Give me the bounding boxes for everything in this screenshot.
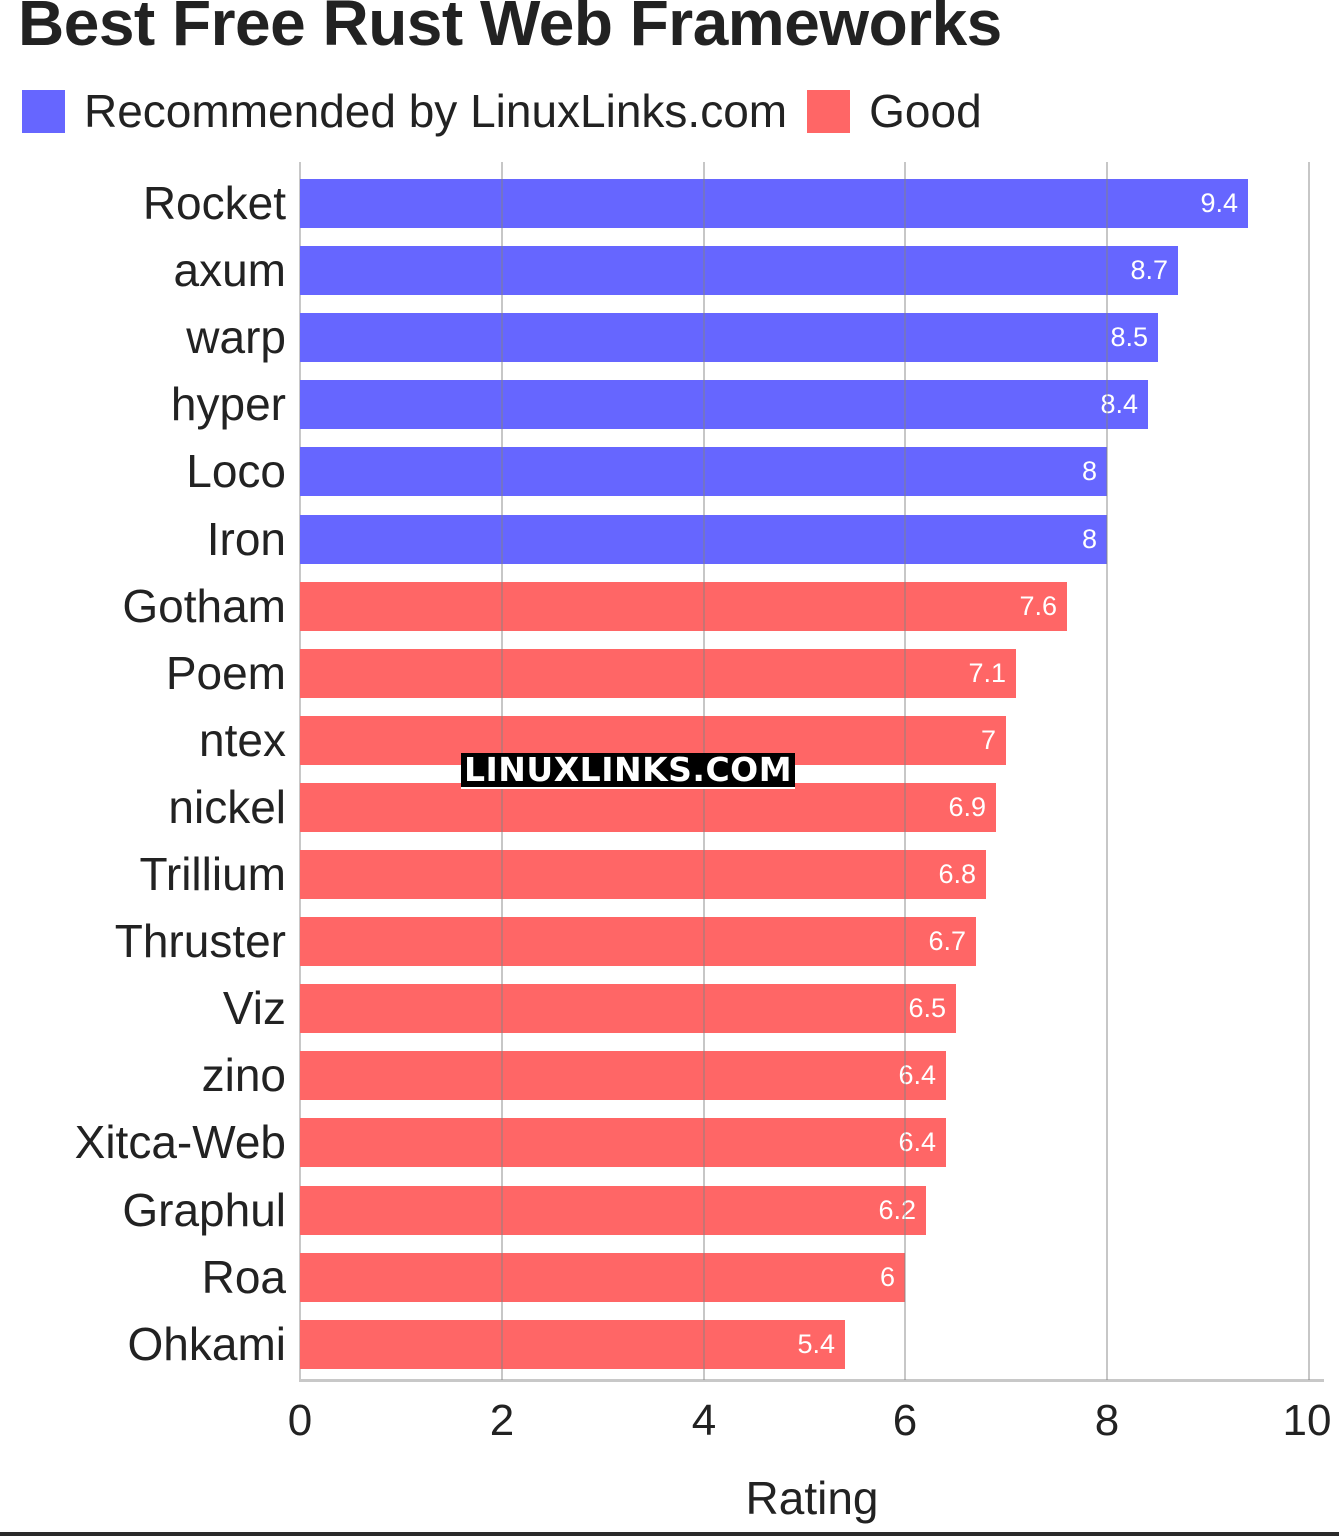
- bar: 6.4: [300, 1118, 946, 1167]
- x-tick-label: 6: [892, 1396, 918, 1445]
- gridline: [1106, 162, 1108, 1380]
- bar: 8.4: [300, 380, 1148, 429]
- category-label: Trillium: [139, 848, 287, 900]
- bar-value-label: 7.6: [1019, 591, 1057, 621]
- bar-value-label: 7: [980, 725, 996, 755]
- category-label: hyper: [170, 378, 286, 430]
- x-tick-label: 4: [691, 1396, 717, 1445]
- gridline: [1308, 162, 1310, 1380]
- legend-label-good: Good: [869, 85, 982, 137]
- category-label: Viz: [222, 982, 286, 1034]
- x-tick-label: 0: [287, 1396, 313, 1445]
- bar: 8.5: [300, 313, 1158, 362]
- bar-value-label: 8.7: [1130, 255, 1168, 285]
- y-axis-line: [299, 162, 301, 1382]
- category-label: Loco: [186, 445, 286, 497]
- category-label: Thruster: [114, 915, 286, 967]
- bottom-border: [0, 1532, 1339, 1536]
- bar: 6.8: [300, 850, 986, 899]
- bar: 6: [300, 1253, 905, 1302]
- bar: 8.7: [300, 246, 1178, 295]
- bar-value-label: 9.4: [1200, 188, 1238, 218]
- category-label: Graphul: [122, 1184, 286, 1236]
- bar-value-label: 8.5: [1110, 322, 1148, 352]
- bar: 5.4: [300, 1320, 845, 1369]
- bar-value-label: 7.1: [968, 658, 1006, 688]
- category-label: axum: [173, 244, 286, 296]
- category-label: Ohkami: [127, 1318, 286, 1370]
- bar-value-label: 6.4: [898, 1060, 936, 1090]
- legend-swatch-recommended: [22, 89, 65, 133]
- bar: 6.2: [300, 1186, 926, 1235]
- x-tick-label: 10: [1282, 1396, 1332, 1445]
- chart-title: Best Free Rust Web Frameworks: [18, 0, 1002, 59]
- bar: 8: [300, 447, 1107, 496]
- legend-item-good: Good: [807, 84, 982, 138]
- bar-value-label: 8.4: [1100, 389, 1138, 419]
- category-label: nickel: [168, 781, 286, 833]
- legend-label-recommended: Recommended by LinuxLinks.com: [84, 85, 788, 137]
- bar-value-label: 6.9: [948, 792, 986, 822]
- legend-item-recommended: Recommended by LinuxLinks.com: [22, 84, 787, 138]
- x-tick-label: 2: [489, 1396, 515, 1445]
- category-label: Iron: [206, 513, 286, 565]
- bar-value-label: 8: [1081, 524, 1097, 554]
- category-label: zino: [201, 1049, 286, 1101]
- bar: 6.7: [300, 917, 976, 966]
- bar: 7.6: [300, 582, 1067, 631]
- gridline: [904, 162, 906, 1380]
- bar: 9.4: [300, 179, 1248, 228]
- bar-value-label: 6.8: [938, 859, 976, 889]
- bar-value-label: 8: [1081, 456, 1097, 486]
- bar-value-label: 6: [879, 1262, 895, 1292]
- category-label: Rocket: [142, 177, 286, 229]
- x-axis-label: Rating: [745, 1472, 879, 1524]
- bar: 6.5: [300, 984, 956, 1033]
- x-tick-label: 8: [1094, 1396, 1120, 1445]
- category-label: Gotham: [122, 580, 286, 632]
- category-label: warp: [186, 311, 286, 363]
- bar: 8: [300, 515, 1107, 564]
- bar: 7.1: [300, 649, 1016, 698]
- x-axis-line: [299, 1379, 1324, 1382]
- bar-value-label: 6.4: [898, 1127, 936, 1157]
- bar-value-label: 5.4: [797, 1329, 835, 1359]
- category-label: Poem: [165, 647, 286, 699]
- bar: 6.4: [300, 1051, 946, 1100]
- bar-value-label: 6.5: [908, 993, 946, 1023]
- bar-value-label: 6.2: [878, 1195, 916, 1225]
- category-label: Xitca-Web: [74, 1116, 286, 1168]
- bar: 6.9: [300, 783, 996, 832]
- chart-legend: Recommended by LinuxLinks.com Good: [22, 85, 1002, 137]
- category-label: ntex: [199, 714, 286, 766]
- bar-value-label: 6.7: [928, 926, 966, 956]
- legend-swatch-good: [807, 89, 851, 133]
- category-label: Roa: [201, 1251, 286, 1303]
- watermark: LINUXLINKS.COM: [461, 753, 796, 789]
